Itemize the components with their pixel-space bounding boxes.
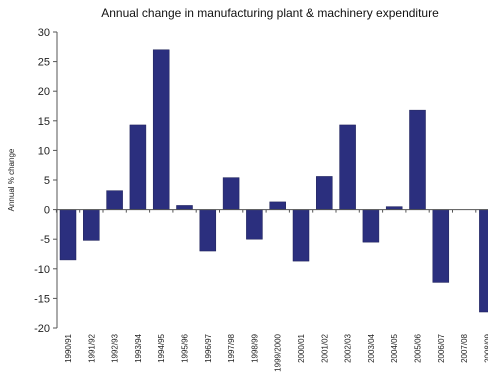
x-tick-label: 2007/08 <box>460 333 469 362</box>
x-tick-label: 2003/04 <box>367 333 376 362</box>
x-tick-label: 1996/97 <box>204 333 213 362</box>
y-tick-label: 15 <box>38 116 50 128</box>
x-tick-label: 1991/92 <box>87 333 96 362</box>
y-tick-label: -10 <box>34 264 50 276</box>
y-axis-label: Annual % change <box>7 148 16 211</box>
bar-2006/07 <box>432 209 450 283</box>
y-tick-label: 30 <box>38 27 50 39</box>
y-tick-label: -15 <box>34 293 50 305</box>
x-tick-label: 2002/03 <box>344 333 353 362</box>
chart-title: Annual change in manufacturing plant & m… <box>101 6 439 20</box>
bar-2002/03 <box>339 124 356 210</box>
x-tick-label: 1992/93 <box>111 333 120 362</box>
y-tick-label: 10 <box>38 145 50 157</box>
bar-2000/01 <box>292 209 310 262</box>
bar-1990/91 <box>59 209 77 261</box>
x-tick-label: 2005/06 <box>414 333 423 362</box>
bar-1996/97 <box>199 209 217 252</box>
x-tick-label: 2008/09 <box>483 333 488 362</box>
x-tick-label: 1999/2000 <box>274 333 283 371</box>
bar-1991/92 <box>83 209 100 241</box>
bar-1998/99 <box>246 209 263 240</box>
x-tick-label: 2004/05 <box>390 333 399 362</box>
bar-2008/09 <box>479 209 488 313</box>
x-tick-label: 1990/91 <box>64 333 73 362</box>
bar-1993/94 <box>129 124 147 210</box>
bar-1995/96 <box>176 205 193 210</box>
y-tick-label: 25 <box>38 57 50 69</box>
x-tick-label: 1993/94 <box>134 333 143 362</box>
x-tick-label: 1998/99 <box>250 333 259 362</box>
x-tick-label: 2000/01 <box>297 333 306 362</box>
bar-2001/02 <box>316 176 333 210</box>
bar-2003/04 <box>362 209 380 243</box>
x-tick-label: 2001/02 <box>320 333 329 362</box>
y-tick-label: -5 <box>40 234 50 246</box>
y-tick-label: -20 <box>34 323 50 335</box>
x-tick-label: 1995/96 <box>181 333 190 362</box>
y-tick-label: 20 <box>38 86 50 98</box>
y-tick-label: 5 <box>44 175 50 187</box>
bar-1994/95 <box>152 49 170 210</box>
bar-2005/06 <box>409 109 426 210</box>
bar-1999/2000 <box>269 201 286 210</box>
bar-1997/98 <box>222 177 240 210</box>
x-tick-label: 2006/07 <box>437 333 446 362</box>
x-tick-label: 1994/95 <box>157 333 166 362</box>
x-tick-label: 1997/98 <box>227 333 236 362</box>
y-tick-label: 0 <box>44 205 50 217</box>
bar-1992/93 <box>106 190 123 210</box>
